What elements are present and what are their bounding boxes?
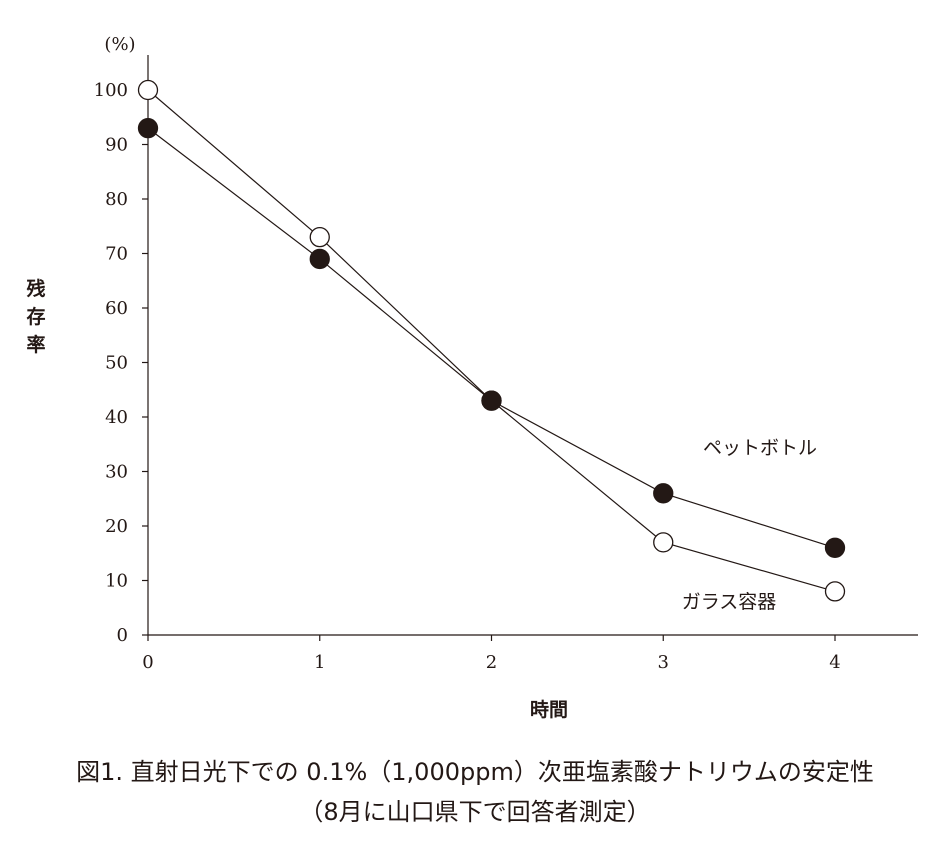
y-tick-label: 0 xyxy=(117,625,128,646)
x-tick-label: 0 xyxy=(142,652,153,673)
figure-caption-title: 図1. 直射日光下での 0.1%（1,000ppm）次亜塩素酸ナトリウムの安定性 xyxy=(76,758,874,786)
series-lines xyxy=(147,89,836,592)
y-tick-label: 10 xyxy=(105,571,128,592)
data-point-series-0 xyxy=(137,117,159,139)
data-point-series-1 xyxy=(653,532,674,553)
data-point-series-0 xyxy=(824,537,846,558)
y-axis-title: 残存率 xyxy=(26,277,45,356)
y-tick-label: 20 xyxy=(105,516,128,537)
y-tick-label: 90 xyxy=(105,135,128,156)
x-tick-label: 4 xyxy=(829,652,840,673)
series-label-pet-bottle: ペットボトル xyxy=(703,437,817,459)
series-line-1 xyxy=(147,89,836,592)
y-tick-label: 70 xyxy=(105,244,128,265)
data-point-series-0 xyxy=(653,483,674,504)
x-tick-label: 1 xyxy=(314,652,325,673)
y-tick-label: 100 xyxy=(94,80,128,101)
y-axis-unit: (%) xyxy=(104,34,135,55)
x-tick-label: 3 xyxy=(658,652,669,673)
data-point-series-1 xyxy=(824,581,846,602)
series-points xyxy=(137,79,846,602)
data-point-series-1 xyxy=(309,226,330,248)
series-line-0 xyxy=(147,127,836,549)
data-point-series-0 xyxy=(309,248,330,270)
data-point-series-1 xyxy=(137,79,159,101)
y-tick-label: 50 xyxy=(105,353,128,374)
data-point-series-0 xyxy=(481,390,502,411)
x-ticks: 0 1 2 3 4 xyxy=(142,635,841,673)
y-tick-label: 80 xyxy=(105,189,128,210)
series-label-glass-container: ガラス容器 xyxy=(682,591,777,613)
y-tick-label: 60 xyxy=(105,298,128,319)
y-tick-label: 30 xyxy=(105,462,128,483)
figure-caption-note: （8月に山口県下で回答者測定） xyxy=(299,798,651,826)
axes xyxy=(147,55,918,636)
x-axis-title: 時間 xyxy=(530,699,568,721)
y-ticks: 0 10 20 30 40 50 60 70 80 90 100 xyxy=(94,80,148,646)
y-tick-label: 40 xyxy=(105,407,128,428)
x-tick-label: 2 xyxy=(486,652,497,673)
